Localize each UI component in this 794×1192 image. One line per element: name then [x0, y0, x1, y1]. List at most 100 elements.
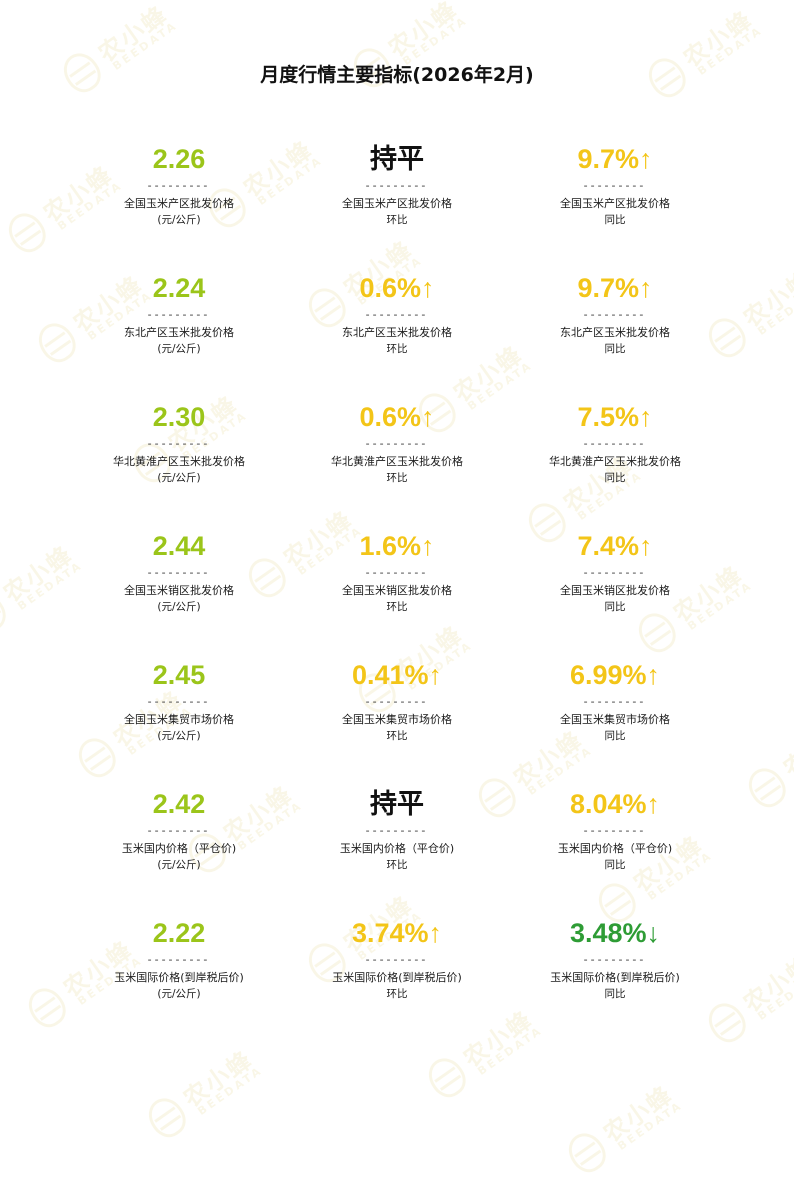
price-indicator: 2.24 --------- 东北产区玉米批发价格 (元/公斤)	[70, 271, 288, 400]
yoy-indicator: 7.5%↑ --------- 华北黄淮产区玉米批发价格 同比	[506, 400, 724, 529]
indicator-unit: 环比	[386, 472, 408, 484]
mom-value: 3.74%↑	[351, 918, 443, 948]
watermark-cn: 农小蜂	[178, 1045, 259, 1113]
divider: ---------	[365, 308, 429, 321]
divider: ---------	[365, 695, 429, 708]
divider: ---------	[583, 695, 647, 708]
watermark-cn: 农小蜂	[738, 950, 794, 1018]
indicator-grid: 2.26 --------- 全国玉米产区批发价格 (元/公斤) 持平 ----…	[70, 142, 724, 1045]
indicator-label: 东北产区玉米批发价格	[342, 326, 452, 339]
indicator-unit: 同比	[604, 601, 626, 613]
indicator-unit: 同比	[604, 343, 626, 355]
watermark-en: BEEDATA	[195, 1063, 266, 1119]
indicator-unit: (元/公斤)	[157, 343, 201, 355]
yoy-value: 3.48%↓	[569, 918, 661, 948]
divider: ---------	[147, 308, 211, 321]
watermark-en: BEEDATA	[755, 968, 794, 1024]
mom-indicator: 0.41%↑ --------- 全国玉米集贸市场价格 环比	[288, 658, 506, 787]
price-indicator: 2.45 --------- 全国玉米集贸市场价格 (元/公斤)	[70, 658, 288, 787]
indicator-unit: (元/公斤)	[157, 730, 201, 742]
divider: ---------	[147, 437, 211, 450]
indicator-label: 玉米国内价格（平仓价)	[557, 842, 673, 855]
indicator-label: 东北产区玉米批发价格	[560, 326, 670, 339]
indicator-label: 全国玉米集贸市场价格	[124, 713, 234, 726]
yoy-indicator: 9.7%↑ --------- 东北产区玉米批发价格 同比	[506, 271, 724, 400]
indicator-label: 玉米国内价格（平仓价)	[121, 842, 237, 855]
yoy-value: 7.4%↑	[577, 531, 653, 561]
bee-logo-icon	[1, 206, 53, 259]
mom-indicator: 0.6%↑ --------- 华北黄淮产区玉米批发价格 环比	[288, 400, 506, 529]
indicator-label: 全国玉米产区批发价格	[124, 197, 234, 210]
indicator-unit: 环比	[386, 730, 408, 742]
indicator-label: 华北黄淮产区玉米批发价格	[331, 455, 463, 468]
mom-indicator: 持平 --------- 玉米国内价格（平仓价) 环比	[288, 787, 506, 916]
indicator-unit: (元/公斤)	[157, 601, 201, 613]
indicator-label: 全国玉米产区批发价格	[560, 197, 670, 210]
indicator-unit: 环比	[386, 601, 408, 613]
yoy-value: 7.5%↑	[577, 402, 653, 432]
divider: ---------	[147, 566, 211, 579]
mom-value: 持平	[370, 789, 424, 819]
price-value: 2.30	[152, 402, 206, 432]
indicator-label: 全国玉米销区批发价格	[560, 584, 670, 597]
indicator-label: 华北黄淮产区玉米批发价格	[549, 455, 681, 468]
divider: ---------	[583, 566, 647, 579]
price-indicator: 2.30 --------- 华北黄淮产区玉米批发价格 (元/公斤)	[70, 400, 288, 529]
watermark-cn: 农小蜂	[0, 540, 79, 608]
divider: ---------	[583, 824, 647, 837]
indicator-label: 玉米国内价格（平仓价)	[339, 842, 455, 855]
indicator-label: 全国玉米销区批发价格	[342, 584, 452, 597]
yoy-indicator: 8.04%↑ --------- 玉米国内价格（平仓价) 同比	[506, 787, 724, 916]
page-title: 月度行情主要指标(2026年2月)	[260, 64, 534, 86]
yoy-indicator: 3.48%↓ --------- 玉米国际价格(到岸税后价) 同比	[506, 916, 724, 1045]
bee-logo-icon	[421, 1051, 473, 1104]
indicator-unit: 环比	[386, 214, 408, 226]
indicator-label: 玉米国际价格(到岸税后价)	[550, 971, 680, 984]
indicator-unit: (元/公斤)	[157, 859, 201, 871]
mom-indicator: 持平 --------- 全国玉米产区批发价格 环比	[288, 142, 506, 271]
indicator-unit: (元/公斤)	[157, 988, 201, 1000]
bee-logo-icon	[0, 586, 13, 639]
price-value: 2.44	[152, 531, 206, 561]
bee-logo-icon	[741, 761, 793, 814]
divider: ---------	[365, 566, 429, 579]
divider: ---------	[365, 953, 429, 966]
divider: ---------	[583, 437, 647, 450]
watermark-cn: 农小蜂	[738, 265, 794, 333]
divider: ---------	[147, 179, 211, 192]
mom-indicator: 0.6%↑ --------- 东北产区玉米批发价格 环比	[288, 271, 506, 400]
mom-value: 持平	[370, 144, 424, 174]
watermark-cn: 农小蜂	[598, 1080, 679, 1148]
indicator-label: 华北黄淮产区玉米批发价格	[113, 455, 245, 468]
mom-indicator: 3.74%↑ --------- 玉米国际价格(到岸税后价) 环比	[288, 916, 506, 1045]
divider: ---------	[365, 179, 429, 192]
watermark-cn: 农小蜂	[383, 0, 464, 63]
divider: ---------	[365, 824, 429, 837]
indicator-unit: 环比	[386, 343, 408, 355]
indicator-label: 玉米国际价格(到岸税后价)	[332, 971, 462, 984]
watermark-cn: 农小蜂	[93, 0, 174, 68]
price-value: 2.24	[152, 273, 206, 303]
indicator-label: 全国玉米销区批发价格	[124, 584, 234, 597]
price-indicator: 2.26 --------- 全国玉米产区批发价格 (元/公斤)	[70, 142, 288, 271]
divider: ---------	[583, 953, 647, 966]
price-value: 2.45	[152, 660, 206, 690]
yoy-value: 9.7%↑	[577, 273, 653, 303]
mom-value: 1.6%↑	[359, 531, 435, 561]
mom-value: 0.41%↑	[351, 660, 443, 690]
divider: ---------	[365, 437, 429, 450]
yoy-value: 9.7%↑	[577, 144, 653, 174]
divider: ---------	[583, 179, 647, 192]
mom-value: 0.6%↑	[359, 273, 435, 303]
mom-value: 0.6%↑	[359, 402, 435, 432]
indicator-unit: 同比	[604, 214, 626, 226]
yoy-indicator: 7.4%↑ --------- 全国玉米销区批发价格 同比	[506, 529, 724, 658]
price-indicator: 2.22 --------- 玉米国际价格(到岸税后价) (元/公斤)	[70, 916, 288, 1045]
indicator-unit: 环比	[386, 988, 408, 1000]
indicator-label: 东北产区玉米批发价格	[124, 326, 234, 339]
watermark-en: BEEDATA	[615, 1098, 686, 1154]
indicator-label: 全国玉米集贸市场价格	[342, 713, 452, 726]
